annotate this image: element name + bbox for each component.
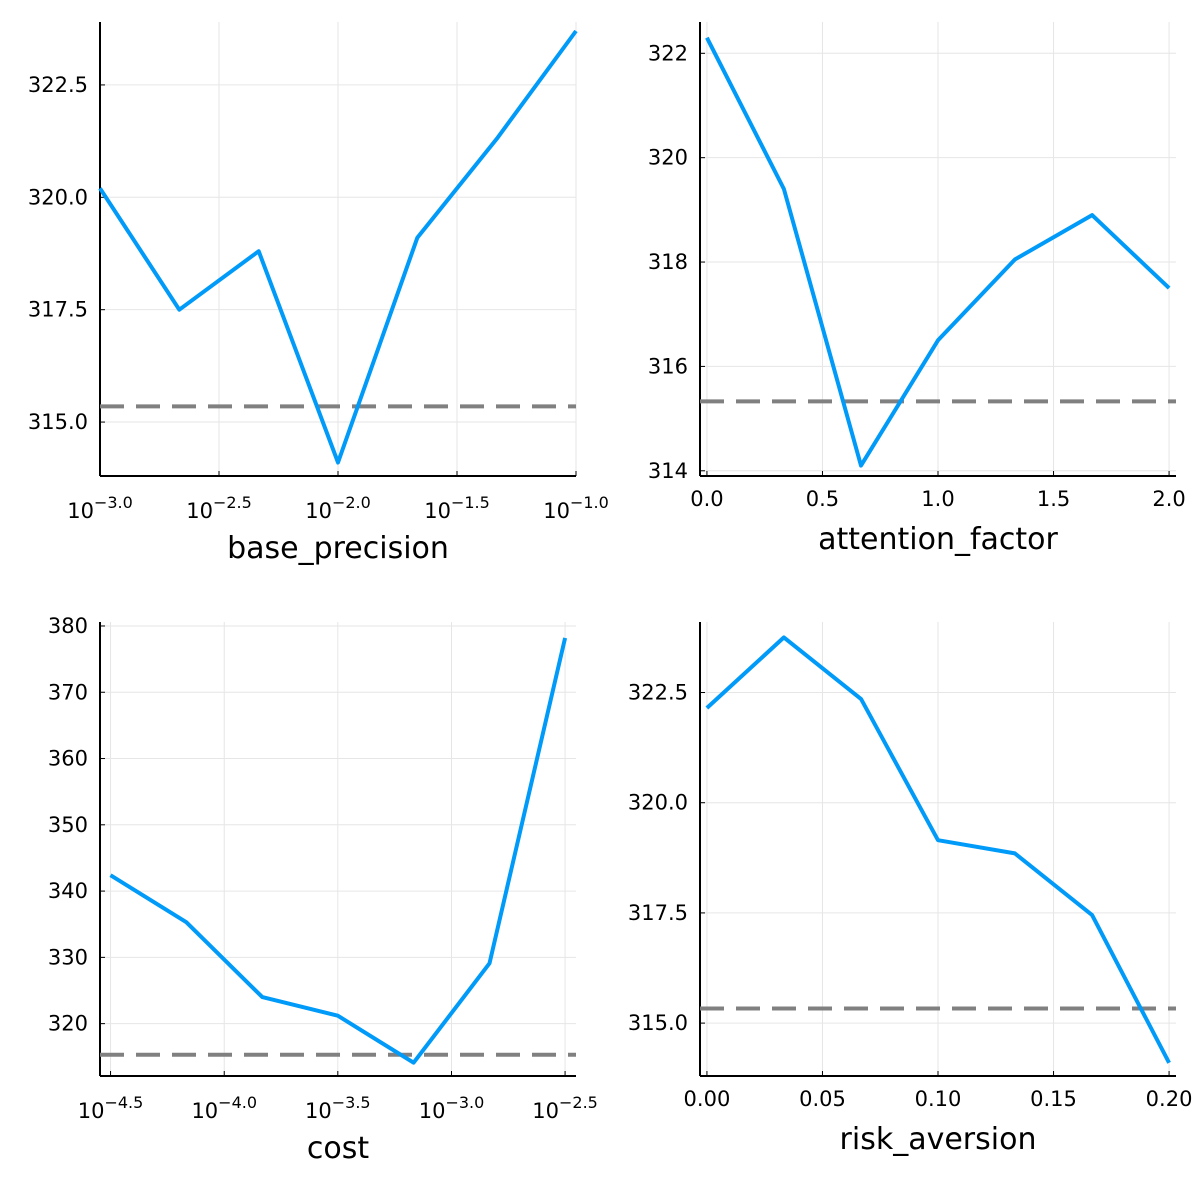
- x-tick-label: 1.0: [921, 487, 954, 511]
- x-tick-label: 10−4.0: [191, 1093, 257, 1123]
- x-tick-label: 10−4.5: [78, 1093, 144, 1123]
- y-tick-label: 320.0: [628, 791, 688, 815]
- x-tick-label: 0.05: [799, 1087, 846, 1111]
- y-tick-label: 322.5: [628, 681, 688, 705]
- x-tick-label: 10−2.5: [532, 1093, 598, 1123]
- x-tick-label: 0.20: [1146, 1087, 1193, 1111]
- y-tick-label: 316: [648, 354, 688, 378]
- y-tick-label: 317.5: [28, 298, 88, 322]
- x-tick-label: 0.0: [690, 487, 723, 511]
- y-tick-label: 360: [48, 747, 88, 771]
- x-tick-label: 10−3.0: [419, 1093, 485, 1123]
- x-tick-label: 10−1.5: [424, 493, 490, 523]
- y-tick-label: 320.0: [28, 185, 88, 209]
- series-line: [98, 29, 578, 465]
- x-tick-label: 10−1.0: [543, 493, 609, 523]
- series-line: [705, 36, 1171, 468]
- y-tick-label: 322.5: [28, 73, 88, 97]
- y-tick-label: 315.0: [628, 1011, 688, 1035]
- y-tick-label: 314: [648, 459, 688, 483]
- x-tick-label: 0.00: [684, 1087, 731, 1111]
- x-tick-label: 0.5: [806, 487, 839, 511]
- y-tick-label: 320: [648, 146, 688, 170]
- y-tick-label: 320: [48, 1012, 88, 1036]
- y-tick-label: 340: [48, 879, 88, 903]
- x-tick-label: 1.5: [1037, 487, 1070, 511]
- y-tick-label: 322: [648, 41, 688, 65]
- y-tick-label: 350: [48, 813, 88, 837]
- subplot-4: risk_aversion 0.00 0.05 0.10 0.15 0.20 315.0 3…: [628, 622, 1193, 1157]
- subplot-3: cost 10−4.5 10−4.0 10−3.5 10−3.0 10−2.5 320 33…: [48, 614, 598, 1166]
- y-tick-label: 318: [648, 250, 688, 274]
- x-tick-label: 10−2.0: [305, 493, 371, 523]
- x-axis-label: risk_aversion: [840, 1122, 1037, 1157]
- y-tick-label: 380: [48, 614, 88, 638]
- subplot-2: attention_factor 0.0 0.5 1.0 1.5 2.0 314 316 31…: [648, 22, 1186, 557]
- x-tick-label: 10−2.5: [186, 493, 252, 523]
- x-tick-label: 2.0: [1152, 487, 1185, 511]
- x-axis-label: cost: [307, 1131, 369, 1166]
- y-tick-label: 330: [48, 945, 88, 969]
- x-tick-label: 0.15: [1030, 1087, 1077, 1111]
- subplot-1: base_precision 10−3.0 10−2.5 10−2.0 10−1.5 1…: [28, 22, 609, 566]
- x-axis-label: attention_factor: [818, 522, 1058, 557]
- x-tick-label: 10−3.0: [67, 493, 133, 523]
- y-tick-label: 370: [48, 680, 88, 704]
- x-tick-label: 10−3.5: [305, 1093, 371, 1123]
- series-line: [705, 635, 1171, 1064]
- x-tick-label: 0.10: [915, 1087, 962, 1111]
- y-tick-label: 317.5: [628, 901, 688, 925]
- series-line: [109, 637, 568, 1065]
- x-axis-label: base_precision: [227, 531, 449, 566]
- y-tick-label: 315.0: [28, 410, 88, 434]
